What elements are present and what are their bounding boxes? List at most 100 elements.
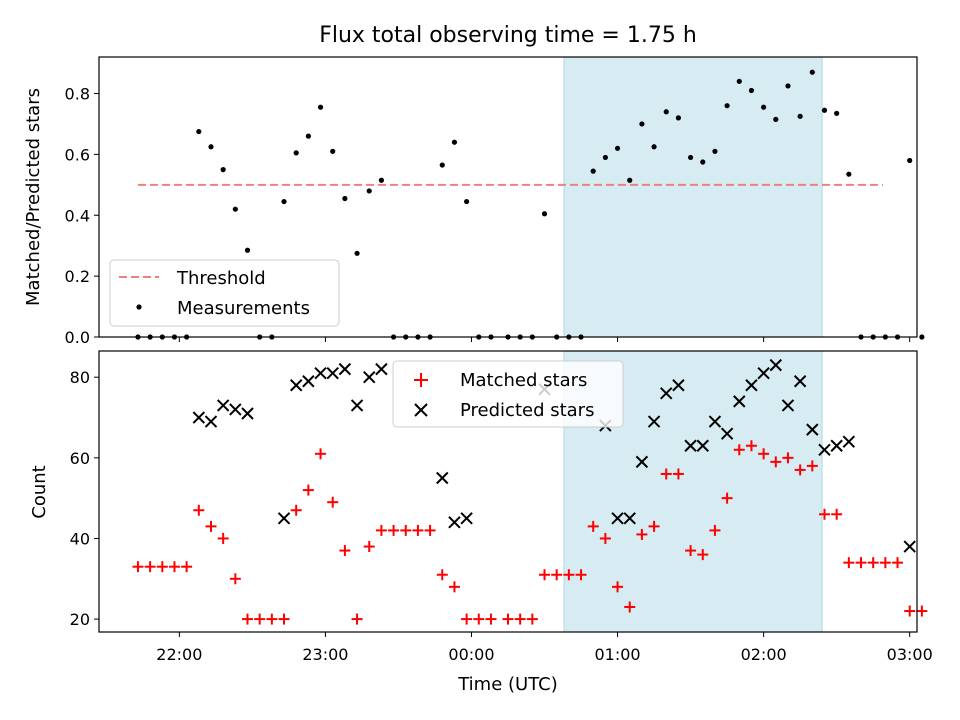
matched-star-point xyxy=(526,613,538,625)
matched-star-point xyxy=(461,613,473,625)
measurement-point xyxy=(541,211,548,217)
measurement-point xyxy=(736,78,742,84)
matched-star-point xyxy=(672,468,684,480)
matched-star-point xyxy=(843,557,855,569)
predicted-star-point xyxy=(672,379,685,392)
bottom-legend: Matched stars Predicted stars xyxy=(392,360,624,428)
predicted-star-point xyxy=(647,415,661,428)
predicted-star-point xyxy=(229,403,242,416)
bottom-axes-ticks: 20 40 60 80 22:00 23:00 00:00 01:00 02:00 03:00 xyxy=(70,368,933,664)
bottom-y-axis-label: Count xyxy=(29,465,50,518)
matched-star-point xyxy=(485,613,497,625)
matched-star-point xyxy=(217,532,229,544)
threshold-legend-label: Threshold xyxy=(176,268,266,289)
top-legend: Threshold Measurements xyxy=(109,259,340,327)
top-y-tick-label: 0.2 xyxy=(65,267,90,286)
bottom-y-tick-label: 40 xyxy=(70,529,90,548)
matched-star-point xyxy=(156,561,168,573)
measurement-point xyxy=(712,148,718,154)
predicted-star-point xyxy=(745,379,758,392)
matched-star-point xyxy=(473,613,485,625)
measurement-point xyxy=(354,250,360,256)
x-tick-label: 02:00 xyxy=(741,645,787,664)
measurement-point xyxy=(317,104,324,110)
top-axes-frame xyxy=(98,56,918,338)
matched-star-point xyxy=(770,456,782,468)
measurement-point xyxy=(464,198,470,205)
matched-star-point xyxy=(388,524,400,536)
matched-star-point xyxy=(351,613,363,625)
predicted-star-point xyxy=(338,362,352,376)
matched-star-point xyxy=(514,613,526,625)
matched-legend-label: Matched stars xyxy=(460,370,587,391)
x-tick-label: 23:00 xyxy=(302,645,348,664)
matched-star-point xyxy=(916,605,928,617)
matched-star-point xyxy=(254,613,266,625)
matched-star-point xyxy=(242,613,254,625)
top-y-tick-label: 0.8 xyxy=(65,85,90,104)
predicted-star-point xyxy=(204,415,218,428)
matched-star-point xyxy=(782,452,794,464)
top-y-tick-label: 0.6 xyxy=(65,145,90,164)
matched-star-point xyxy=(575,569,587,581)
measurement-point xyxy=(590,168,596,174)
matched-star-point xyxy=(697,549,709,561)
predicted-star-point xyxy=(436,471,449,485)
measurements-legend-label: Measurements xyxy=(177,298,310,319)
matched-star-point xyxy=(302,484,314,496)
matched-star-point xyxy=(315,448,327,460)
matched-star-point xyxy=(363,541,375,553)
x-tick-label: 00:00 xyxy=(448,645,494,664)
measurement-point xyxy=(220,167,226,173)
matched-star-point xyxy=(587,520,599,532)
matched-legend-swatch xyxy=(414,373,428,387)
predicted-star-point xyxy=(660,387,673,400)
matched-star-point xyxy=(733,444,745,456)
matched-star-point xyxy=(599,532,611,544)
measurement-point xyxy=(700,159,706,165)
predicted-star-point xyxy=(903,540,916,553)
matched-star-point xyxy=(339,545,351,557)
predicted-star-point xyxy=(611,512,624,525)
predicted-star-point xyxy=(720,427,734,440)
bottom-y-tick-label: 20 xyxy=(70,610,90,629)
predicted-star-point xyxy=(302,375,315,388)
matched-star-point xyxy=(904,605,916,617)
matched-star-point xyxy=(636,528,648,540)
predicted-star-point xyxy=(448,516,461,529)
measurement-point xyxy=(293,150,299,156)
top-panel: 0.00.20.40.60.8 Matched/Predicted stars … xyxy=(23,56,925,347)
measurements-legend-swatch xyxy=(136,304,142,310)
predicted-star-point xyxy=(830,439,843,452)
top-series xyxy=(135,69,925,340)
top-y-tick-label: 0.4 xyxy=(65,206,90,225)
matched-star-point xyxy=(551,569,563,581)
bottom-series xyxy=(132,358,928,625)
measurement-point xyxy=(614,145,621,151)
matched-star-point xyxy=(709,524,721,536)
measurement-point xyxy=(907,157,913,164)
measurement-point xyxy=(919,334,925,340)
predicted-star-point xyxy=(781,399,795,412)
matched-star-point xyxy=(867,557,879,569)
matched-star-point xyxy=(193,504,205,516)
matched-star-point xyxy=(290,504,302,516)
measurement-point xyxy=(342,195,348,202)
measurement-point xyxy=(232,206,238,212)
matched-star-point xyxy=(502,613,514,625)
matched-star-point xyxy=(879,557,891,569)
matched-star-point xyxy=(892,557,904,569)
top-shaded-interval xyxy=(563,56,823,338)
predicted-star-point xyxy=(326,366,339,380)
matched-star-point xyxy=(327,496,339,508)
measurement-point xyxy=(675,115,682,121)
predicted-star-point xyxy=(635,455,649,469)
measurement-point xyxy=(281,198,287,205)
matched-star-point xyxy=(624,601,636,613)
matched-star-point xyxy=(181,561,193,573)
measurement-point xyxy=(809,69,815,75)
measurement-point xyxy=(761,104,767,110)
bottom-y-tick-label: 60 xyxy=(70,449,90,468)
top-legend-box xyxy=(109,259,340,327)
matched-star-point xyxy=(685,545,697,557)
